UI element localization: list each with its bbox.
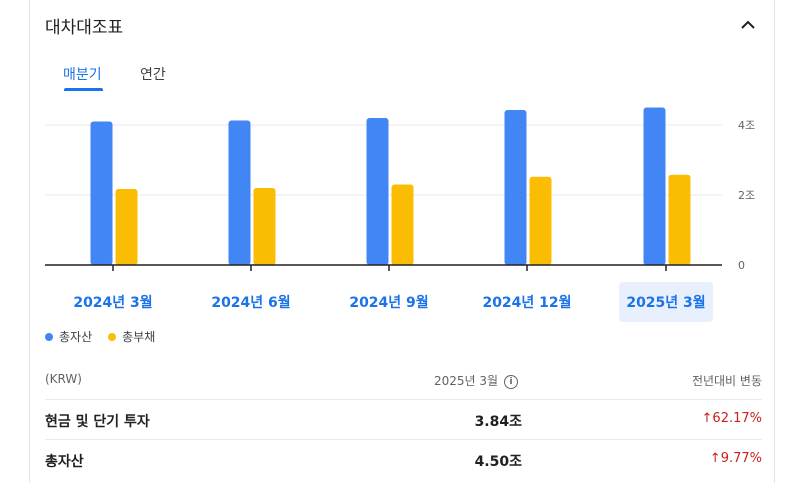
- period-header-label: 2025년 3월: [434, 374, 499, 388]
- card-title: 대차대조표: [45, 18, 124, 38]
- row-value: 4.50조: [474, 454, 522, 470]
- chart-legend: 총자산 총부채: [45, 328, 155, 345]
- balance-sheet-card: [29, 0, 775, 483]
- chevron-up-icon[interactable]: [737, 14, 759, 36]
- legend-dot-blue: [45, 332, 53, 341]
- legend-label: 총자산: [59, 330, 93, 344]
- unit-header: (KRW): [45, 372, 82, 386]
- info-icon[interactable]: i: [504, 374, 519, 389]
- y-tick-label: 0: [738, 259, 745, 272]
- legend-item-liabilities: 총부채: [108, 328, 155, 345]
- arrow-up-icon: ↑: [709, 451, 721, 466]
- bar-total-assets: [90, 121, 113, 265]
- period-button[interactable]: 2025년 3월: [619, 282, 713, 322]
- row-value: 3.84조: [474, 414, 522, 430]
- row-label: 총자산: [45, 454, 84, 470]
- bar-total-assets: [366, 118, 389, 265]
- row-change: ↑62.17%: [701, 411, 762, 426]
- bar-total-liabilities: [529, 176, 552, 265]
- legend-label: 총부채: [122, 330, 156, 344]
- bar-total-liabilities: [253, 188, 276, 265]
- bar-total-assets: [643, 107, 666, 265]
- legend-item-assets: 총자산: [45, 328, 92, 345]
- bar-total-liabilities: [115, 189, 138, 265]
- tab-quarterly[interactable]: 매분기: [63, 67, 102, 83]
- y-tick-label: 2조: [738, 189, 755, 202]
- table-row: 현금 및 단기 투자 3.84조 ↑62.17%: [45, 399, 762, 439]
- tab-annual[interactable]: 연간: [140, 67, 166, 83]
- row-change: ↑9.77%: [709, 451, 762, 466]
- bar-total-assets: [504, 109, 527, 265]
- y-tick-label: 4조: [738, 119, 755, 132]
- period-button[interactable]: 2024년 6월: [211, 295, 291, 311]
- period-button[interactable]: 2024년 12월: [482, 295, 572, 311]
- period-button[interactable]: 2024년 9월: [349, 295, 429, 311]
- row-label: 현금 및 단기 투자: [45, 414, 150, 430]
- period-button[interactable]: 2024년 3월: [73, 295, 153, 311]
- bar-total-assets: [228, 120, 251, 265]
- change-header: 전년대비 변동: [691, 374, 762, 388]
- bar-total-liabilities: [391, 184, 414, 265]
- tab-underline: [64, 88, 103, 91]
- arrow-up-icon: ↑: [701, 411, 713, 426]
- bar-total-liabilities: [668, 174, 691, 265]
- balance-sheet-chart: 0 2조 4조: [45, 107, 755, 272]
- period-header: 2025년 3월 i: [434, 372, 519, 389]
- legend-dot-yellow: [108, 332, 117, 341]
- table-row: 총자산 4.50조 ↑9.77%: [45, 439, 762, 479]
